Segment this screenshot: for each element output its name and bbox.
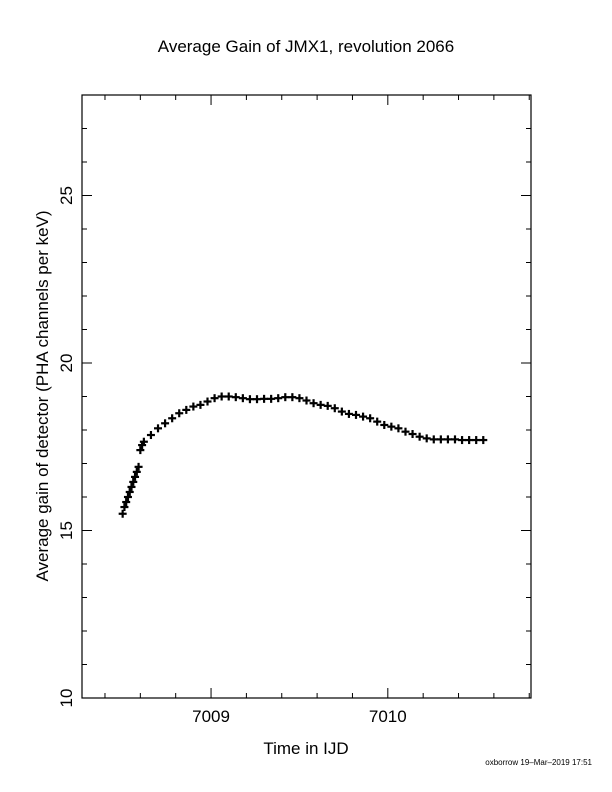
data-point (422, 434, 431, 443)
data-point (132, 467, 141, 476)
data-point (351, 410, 360, 419)
y-tick-label: 25 (57, 186, 76, 205)
data-point (245, 395, 254, 404)
y-axis-label: Average gain of detector (PHA channels p… (33, 210, 52, 581)
y-tick-label: 20 (57, 354, 76, 373)
data-point (175, 409, 184, 418)
x-tick-label: 7010 (369, 707, 407, 726)
data-point (139, 437, 148, 446)
data-point (182, 405, 191, 414)
data-point (196, 400, 205, 409)
data-point (429, 435, 438, 444)
data-point (387, 422, 396, 431)
data-point (224, 392, 233, 401)
footer-credit: oxborrow 19–Mar–2019 17:51 (485, 758, 592, 767)
data-point (238, 394, 247, 403)
data-point (479, 436, 488, 445)
data-point (274, 394, 283, 403)
data-point (146, 431, 155, 440)
x-axis-label: Time in IJD (263, 739, 348, 758)
y-axis-ticks (82, 94, 531, 699)
data-point (472, 436, 481, 445)
chart-title: Average Gain of JMX1, revolution 2066 (158, 37, 454, 56)
data-point (267, 394, 276, 403)
y-tick-label: 10 (57, 689, 76, 708)
data-point (161, 419, 170, 428)
y-tick-label: 15 (57, 521, 76, 540)
data-point (366, 414, 375, 423)
data-point (118, 509, 127, 518)
data-point (436, 435, 445, 444)
data-point (154, 424, 163, 433)
data-point (408, 430, 417, 439)
data-point (458, 436, 467, 445)
data-point (189, 402, 198, 411)
data-point (288, 393, 297, 402)
data-point (129, 477, 138, 486)
data-point (316, 400, 325, 409)
data-point (344, 409, 353, 418)
data-point (323, 401, 332, 410)
data-point (373, 417, 382, 426)
data-points (118, 392, 488, 518)
data-point (231, 393, 240, 402)
data-point (123, 493, 132, 501)
data-point (210, 394, 219, 403)
data-point (443, 435, 452, 444)
data-point (330, 404, 339, 413)
data-point (131, 472, 140, 481)
data-point (127, 482, 136, 491)
x-tick-label: 7009 (192, 707, 230, 726)
data-point (401, 427, 410, 436)
x-axis-tick-labels: 7009 7010 (192, 707, 407, 726)
data-point (136, 446, 145, 455)
data-point (465, 436, 474, 445)
data-point (134, 462, 143, 471)
data-point (450, 435, 459, 444)
data-point (415, 432, 424, 441)
data-point (295, 394, 304, 403)
data-point (359, 412, 368, 421)
data-point (302, 396, 311, 405)
data-point (309, 399, 318, 408)
data-point (281, 393, 290, 402)
data-point (203, 397, 212, 406)
data-point (122, 498, 131, 507)
data-point (125, 487, 134, 496)
data-point (253, 395, 262, 404)
data-point (260, 394, 269, 403)
data-point (217, 392, 226, 401)
y-axis-tick-labels: 10 15 20 25 (57, 186, 76, 707)
data-point (337, 407, 346, 416)
data-point (380, 420, 389, 429)
data-point (394, 424, 403, 433)
data-point (120, 503, 129, 512)
data-point (168, 414, 177, 423)
plot-frame (81, 94, 532, 699)
x-axis-ticks (104, 95, 530, 698)
